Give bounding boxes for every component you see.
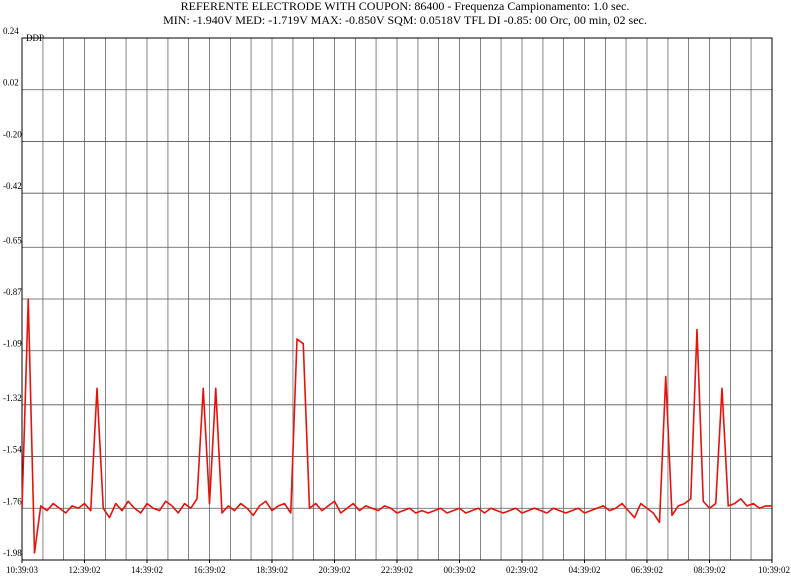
plot-border [21, 37, 773, 561]
x-tick-label: 04:39:02 [568, 565, 600, 575]
x-tick-label: 02:39:02 [506, 565, 538, 575]
chart-title: REFERENTE ELECTRODE WITH COUPON: 86400 -… [181, 0, 630, 13]
y-tick-label: -0.42 [3, 181, 22, 191]
data-line [21, 298, 772, 554]
y-tick-label: -0.20 [3, 129, 22, 139]
x-tick-label: 08:39:02 [693, 565, 725, 575]
x-tick-label: 16:39:02 [193, 565, 225, 575]
y-tick-label: -0.87 [3, 287, 22, 297]
y-tick-label: -1.32 [3, 393, 22, 403]
y-tick-label: -1.98 [3, 548, 22, 558]
y-tick-label: -1.54 [3, 445, 22, 455]
x-tick-label: 20:39:02 [318, 565, 350, 575]
y-tick-label: -0.65 [3, 235, 22, 245]
x-tick-label: 10:39:03 [6, 565, 39, 575]
x-tick-label: 18:39:02 [256, 565, 288, 575]
y-tick-label: 0.24 [3, 26, 19, 36]
x-tick-label: 06:39:02 [631, 565, 663, 575]
x-tick-label: 10:39:02 [758, 565, 790, 575]
x-tick-label: 12:39:02 [68, 565, 100, 575]
y-tick-label: -1.09 [3, 339, 22, 349]
x-tick-label: 14:39:02 [131, 565, 163, 575]
chart-subtitle: MIN: -1.940V MED: -1.719V MAX: -0.850V S… [163, 13, 647, 27]
y-tick-label: 0.02 [3, 78, 19, 88]
y-tick-label: -1.76 [3, 496, 22, 506]
x-tick-label: 00:39:02 [443, 565, 475, 575]
x-tick-label: 22:39:02 [381, 565, 413, 575]
